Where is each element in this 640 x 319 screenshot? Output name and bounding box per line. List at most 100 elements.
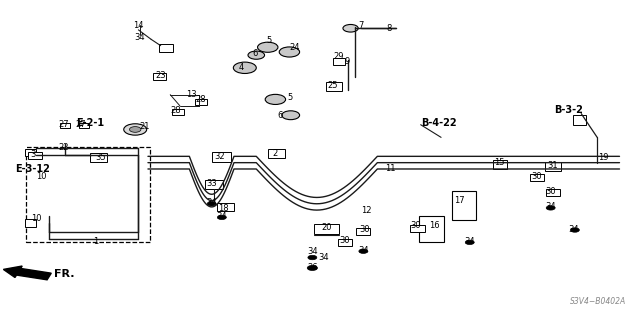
Text: 7: 7 [359,21,364,30]
Text: 32: 32 [214,152,225,161]
Text: 18: 18 [218,204,228,213]
Text: 1: 1 [93,237,99,246]
Text: 34: 34 [134,33,145,42]
Bar [452,191,476,219]
Bar [25,149,36,157]
Bar [195,99,207,105]
Text: 19: 19 [598,153,609,162]
Circle shape [257,42,278,52]
FancyArrow shape [3,266,51,280]
Text: 16: 16 [429,221,440,230]
Bar [153,73,166,80]
Text: 26: 26 [307,263,317,271]
Text: 12: 12 [361,206,372,215]
Bar [545,189,559,196]
Text: 22: 22 [59,143,69,152]
Circle shape [307,265,317,271]
Circle shape [129,127,141,132]
Text: 30: 30 [531,172,542,182]
Bar [410,225,424,232]
Text: 34: 34 [216,212,227,221]
Text: 30: 30 [359,225,370,234]
Text: 34: 34 [465,237,475,246]
Bar [172,109,184,115]
Bar [90,153,106,162]
Circle shape [308,255,317,260]
Bar [530,174,543,181]
Circle shape [570,228,579,232]
Bar [212,152,231,162]
Bar [333,58,346,65]
Text: 25: 25 [328,81,338,90]
Text: 28: 28 [170,106,180,115]
Text: 35: 35 [95,153,106,162]
Bar [218,203,234,211]
Text: 30: 30 [545,187,556,196]
Bar [326,82,342,91]
Text: 3: 3 [31,150,36,159]
Text: 9: 9 [345,57,350,66]
Text: 5: 5 [287,93,292,102]
Text: 31: 31 [547,161,558,170]
Text: 15: 15 [495,158,505,167]
Text: 4: 4 [238,63,244,72]
Circle shape [207,202,216,206]
Text: 23: 23 [156,71,166,80]
Circle shape [282,111,300,120]
Bar [545,162,561,171]
Text: 34: 34 [568,225,579,234]
Bar [573,115,586,125]
Text: 11: 11 [385,165,396,174]
Bar [268,149,285,158]
Bar [79,123,90,128]
Text: 13: 13 [186,90,196,99]
Text: 30: 30 [339,236,349,245]
Bar [339,239,353,246]
Text: 14: 14 [133,21,143,30]
Text: B-4-22: B-4-22 [420,118,456,128]
Bar [314,224,339,234]
Bar [25,219,36,227]
Text: 34: 34 [307,247,317,256]
Circle shape [218,215,227,219]
Circle shape [234,62,256,73]
Text: 17: 17 [454,196,464,205]
Text: 27: 27 [76,120,86,129]
Text: FR.: FR. [54,269,74,279]
Circle shape [265,94,285,105]
Text: 33: 33 [206,179,217,188]
Text: 34: 34 [318,253,328,262]
Text: E-2-1: E-2-1 [77,118,105,128]
Text: E-3-12: E-3-12 [15,164,51,174]
Text: 10: 10 [31,213,42,222]
Text: 6: 6 [278,111,283,120]
Text: 8: 8 [386,24,392,33]
Circle shape [343,25,358,32]
Bar [493,160,508,169]
Text: 6: 6 [252,49,258,58]
Circle shape [248,51,264,59]
Bar [28,152,42,159]
Bar [419,216,444,242]
Text: B-3-2: B-3-2 [554,106,584,115]
Bar [60,123,70,128]
Text: 5: 5 [266,36,271,45]
Text: 29: 29 [334,52,344,61]
Circle shape [359,249,368,253]
Bar [159,44,173,52]
Circle shape [124,124,147,135]
Text: 34: 34 [358,246,369,255]
Circle shape [546,206,555,210]
Bar [356,228,370,235]
Text: 2: 2 [273,149,278,158]
Text: 30: 30 [410,221,421,230]
Text: 24: 24 [289,43,300,52]
Text: S3V4−B0402A: S3V4−B0402A [570,297,626,306]
Text: 27: 27 [58,120,69,129]
Text: 10: 10 [36,172,47,182]
Circle shape [279,47,300,57]
Text: 28: 28 [196,95,206,104]
Circle shape [465,240,474,245]
Text: 34: 34 [545,203,556,211]
Text: 34: 34 [206,198,217,207]
